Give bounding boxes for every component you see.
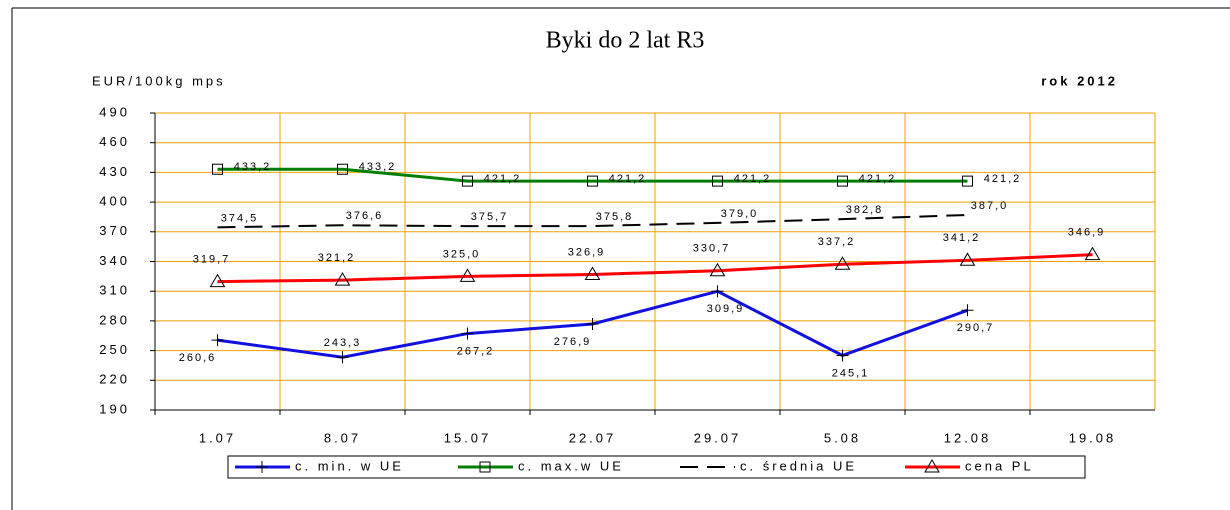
marker — [479, 461, 491, 473]
x-tick-label: 12.08 — [944, 430, 992, 445]
x-tick-label: 8.07 — [324, 430, 361, 445]
y-tick-label: 340 — [99, 253, 130, 268]
chart-title: Byki do 2 lat R3 — [546, 28, 705, 54]
legend-label: c. max.w UE — [518, 458, 624, 473]
value-label: 376,6 — [346, 210, 384, 222]
series-line — [217, 213, 968, 229]
marker — [334, 272, 351, 286]
y-tick-label: 220 — [99, 372, 130, 387]
y-tick-label: 190 — [99, 401, 130, 416]
marker — [337, 163, 348, 175]
legend-label: c. min. w UE — [295, 458, 404, 473]
x-tick-label: 1.07 — [199, 430, 236, 445]
value-label: 379,0 — [721, 208, 759, 220]
y-tick-label: 370 — [99, 223, 130, 238]
y-tick-label: 400 — [99, 194, 130, 209]
value-label: 290,7 — [957, 322, 995, 334]
value-label: 319,7 — [193, 254, 231, 266]
value-label: 382,8 — [846, 204, 884, 216]
y-axis-label: EUR/100kg mps — [92, 73, 226, 88]
legend-label: cena PL — [965, 458, 1034, 473]
y-tick-label: 490 — [99, 104, 130, 119]
x-tick-label: 19.08 — [1069, 430, 1117, 445]
marker — [924, 459, 940, 473]
value-label: 375,7 — [471, 211, 509, 223]
marker — [462, 175, 473, 187]
value-label: 243,3 — [324, 337, 362, 349]
marker — [959, 252, 976, 266]
value-label: 375,8 — [596, 211, 634, 223]
y-tick-label: 310 — [99, 283, 130, 298]
marker — [587, 175, 598, 187]
value-label: 276,9 — [554, 336, 592, 348]
legend — [227, 455, 1086, 479]
x-tick-label: 22.07 — [569, 430, 617, 445]
value-label: 421,2 — [859, 173, 897, 185]
x-tick-label: 29.07 — [694, 430, 742, 445]
value-label: 341,2 — [943, 232, 981, 244]
marker — [212, 163, 223, 175]
annotation: rok 2012 — [1041, 73, 1118, 88]
marker — [209, 273, 226, 288]
marker — [711, 285, 724, 298]
marker — [837, 175, 848, 187]
marker — [211, 334, 224, 347]
value-label: 321,2 — [318, 252, 356, 264]
value-label: 325,0 — [443, 248, 481, 260]
marker — [586, 317, 599, 330]
value-label: 245,1 — [832, 367, 870, 379]
marker — [712, 175, 723, 187]
value-label: 346,9 — [1068, 227, 1106, 239]
x-tick-label: 5.08 — [824, 430, 861, 445]
value-label: 326,9 — [568, 246, 606, 258]
marker — [1084, 246, 1101, 261]
marker — [961, 304, 974, 317]
y-tick-label: 460 — [99, 134, 130, 149]
marker — [459, 268, 476, 282]
value-label: 330,7 — [693, 243, 731, 255]
value-label: 374,5 — [221, 212, 259, 224]
marker — [962, 175, 973, 187]
marker — [461, 327, 474, 340]
marker — [584, 266, 601, 280]
series-line — [217, 253, 1093, 284]
marker — [836, 349, 849, 362]
value-label: 421,2 — [609, 173, 647, 185]
value-label: 337,2 — [818, 236, 856, 248]
y-tick-label: 430 — [99, 164, 130, 179]
series-line — [217, 167, 968, 183]
value-label: 421,2 — [984, 173, 1022, 185]
legend-label: c. średnia UE — [740, 458, 857, 473]
marker — [709, 262, 726, 277]
value-label: 309,9 — [707, 303, 745, 315]
y-tick-label: 250 — [99, 342, 130, 357]
value-label: 433,2 — [359, 161, 397, 173]
y-tick-label: 280 — [99, 312, 130, 327]
value-label: 433,2 — [234, 161, 272, 173]
value-label: 421,2 — [484, 173, 522, 185]
value-label: 260,6 — [179, 352, 217, 364]
value-label: 387,0 — [971, 200, 1009, 212]
value-label: 267,2 — [457, 345, 495, 357]
marker — [834, 256, 851, 270]
marker — [256, 461, 268, 473]
marker — [336, 351, 349, 364]
value-label: 421,2 — [734, 173, 772, 185]
x-tick-label: 15.07 — [444, 430, 492, 445]
